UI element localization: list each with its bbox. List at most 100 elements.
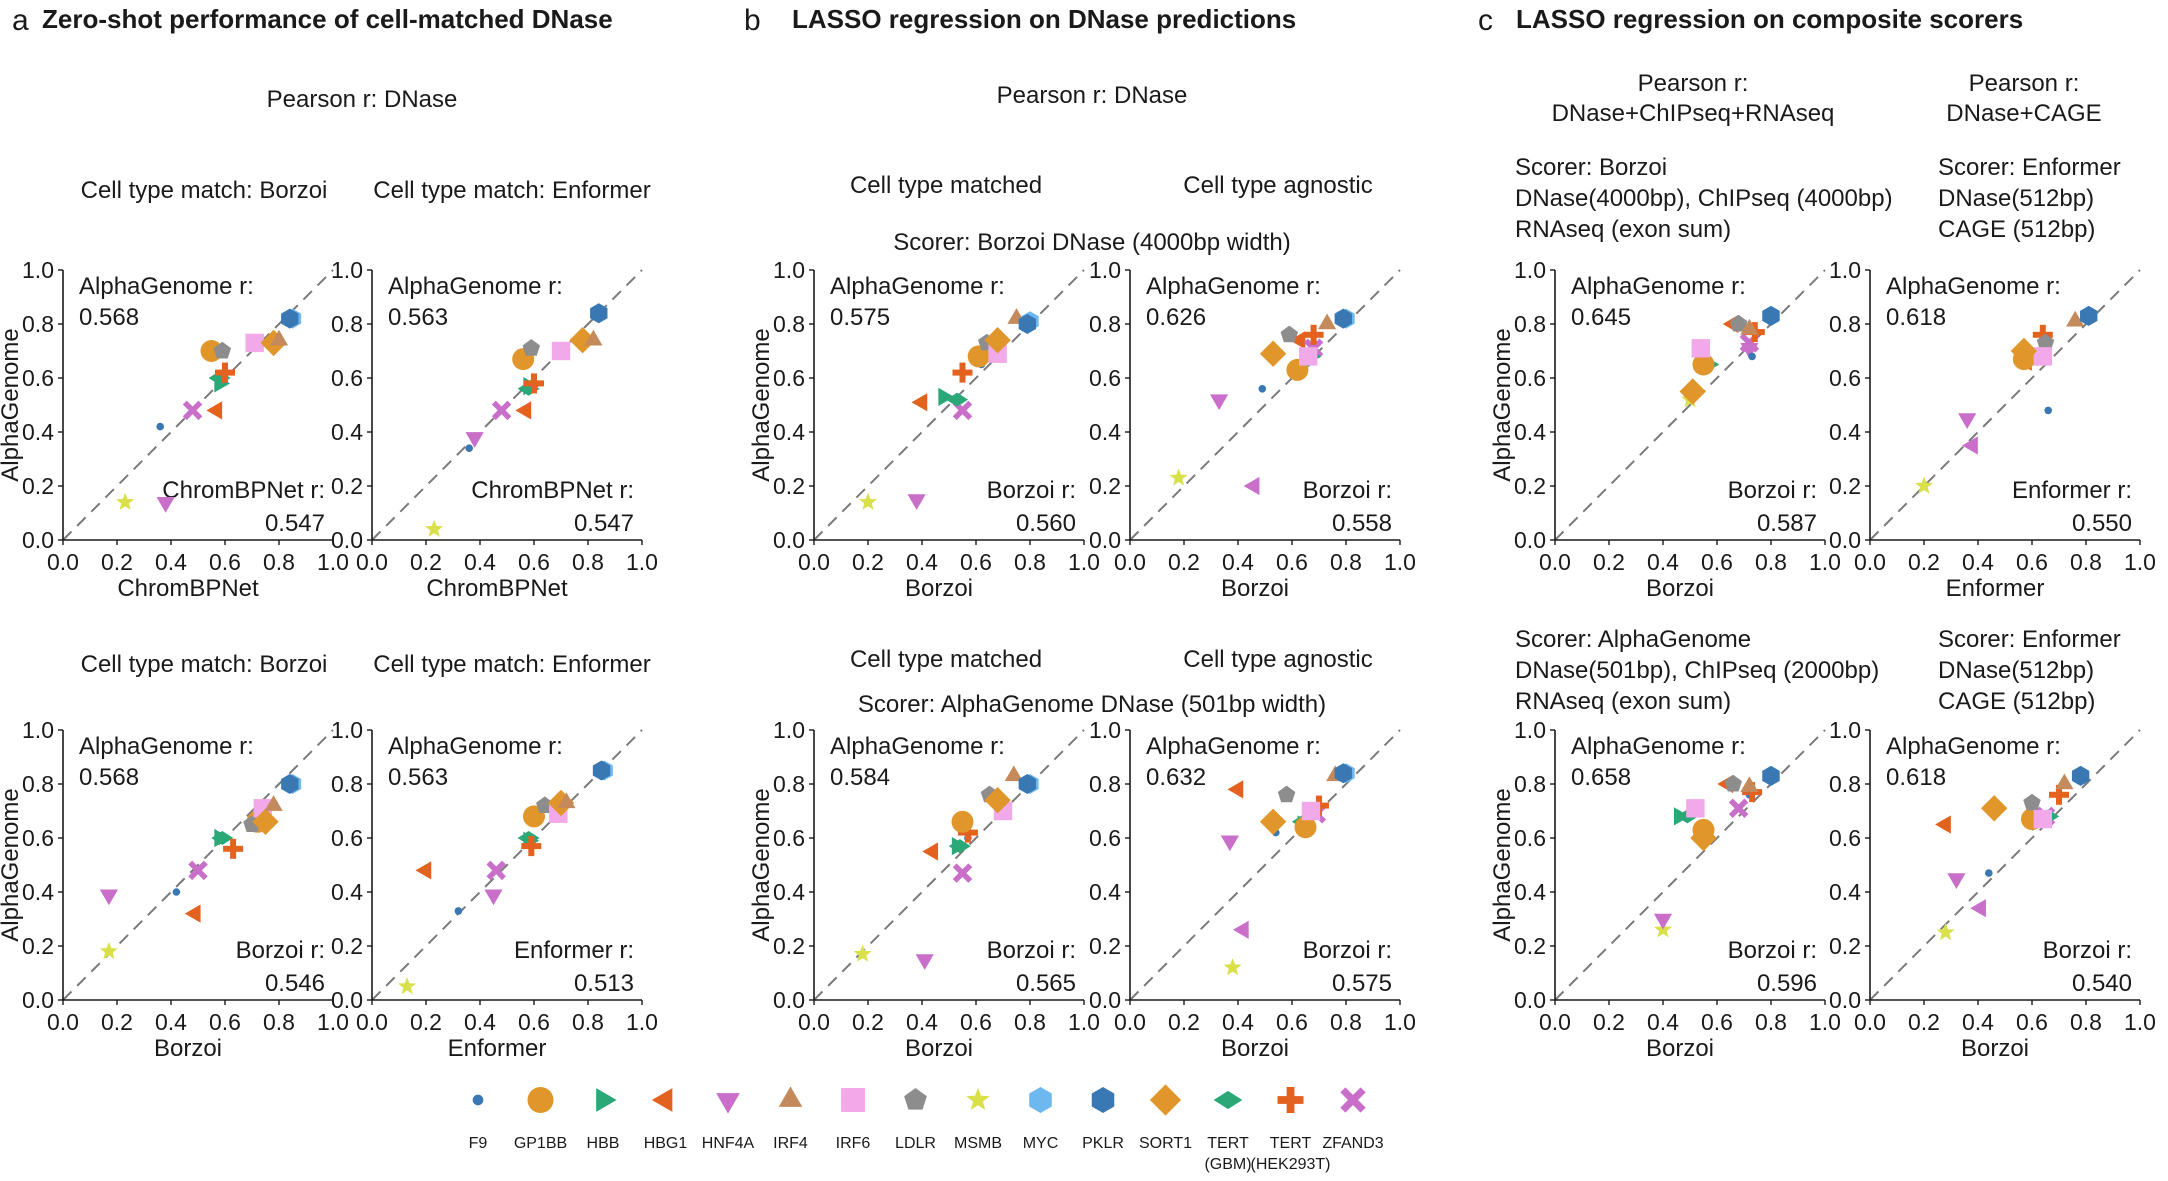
alphagenome-r-value: 0.575 xyxy=(830,304,890,331)
data-point-irf4 xyxy=(1740,776,1759,792)
y-tick-label: 0.2 xyxy=(1089,473,1121,499)
data-point-tert-hek xyxy=(1303,324,1324,345)
x-tick-label: 0.6 xyxy=(1701,549,1733,575)
y-tick-label: 0.2 xyxy=(331,933,363,959)
legend-label: HBB xyxy=(587,1135,620,1152)
legend-label: HBG1 xyxy=(644,1135,688,1152)
y-tick-label: 0.4 xyxy=(1829,879,1861,905)
baseline-r-label: Borzoi r: xyxy=(2043,937,2132,964)
x-tick-label: 0.0 xyxy=(356,1009,388,1035)
y-tick-label: 0.8 xyxy=(1829,771,1861,797)
data-point-tert-hek xyxy=(223,838,244,859)
x-tick-label: 0.6 xyxy=(209,549,241,575)
y-tick-label: 0.4 xyxy=(331,419,363,445)
x-axis-label: ChromBPNet xyxy=(426,575,568,602)
alphagenome-r-value: 0.618 xyxy=(1886,304,1946,331)
alphagenome-r-label: AlphaGenome r: xyxy=(830,273,1005,300)
data-point-tert-hek xyxy=(952,362,973,383)
y-tick-label: 0.4 xyxy=(1514,419,1546,445)
data-point-zfand3 xyxy=(1728,798,1749,819)
y-tick-label: 0.8 xyxy=(1829,311,1861,337)
data-point-extra-left-tri xyxy=(1243,476,1260,496)
data-point-irf6 xyxy=(1686,799,1705,818)
baseline-r-label: Enformer r: xyxy=(514,937,634,964)
legend-entry-irf4: IRF4 xyxy=(773,1086,808,1152)
data-point-hbg1 xyxy=(911,393,928,412)
y-tick-label: 0.6 xyxy=(773,365,805,391)
x-tick-label: 0.2 xyxy=(1908,549,1940,575)
header-a-bottom-right: Cell type match: Enformer xyxy=(373,651,650,678)
x-tick-label: 0.4 xyxy=(464,549,496,575)
y-axis-label: AlphaGenome xyxy=(0,328,24,481)
x-tick-label: 0.4 xyxy=(155,549,187,575)
data-point-irf4 xyxy=(584,329,603,346)
x-axis-label: Borzoi xyxy=(1646,575,1714,602)
x-tick-label: 0.0 xyxy=(798,1009,830,1035)
x-tick-label: 0.0 xyxy=(47,1009,79,1035)
y-tick-label: 0.2 xyxy=(331,473,363,499)
y-tick-label: 0.8 xyxy=(331,771,363,797)
y-tick-label: 0.6 xyxy=(22,825,54,851)
y-axis-label: AlphaGenome xyxy=(1489,788,1516,941)
data-point-pklr xyxy=(1018,314,1036,334)
data-point-gp1bb xyxy=(951,810,974,833)
x-tick-label: 0.6 xyxy=(2016,1009,2048,1035)
x-tick-label: 0.8 xyxy=(2070,549,2102,575)
diagonal-line xyxy=(1129,269,1401,541)
data-point-pklr xyxy=(2071,765,2090,786)
circle-marker-icon xyxy=(527,1087,554,1113)
x-marker-icon xyxy=(1340,1087,1366,1113)
x-tick-label: 1.0 xyxy=(1384,1009,1416,1035)
data-point-tert-hek xyxy=(524,373,544,394)
alphagenome-r-value: 0.563 xyxy=(388,764,448,791)
data-point-irf6 xyxy=(1299,347,1318,366)
legend-label: IRF6 xyxy=(836,1135,871,1152)
baseline-r-value: 0.546 xyxy=(265,970,325,997)
baseline-r-label: ChromBPNet r: xyxy=(471,477,634,504)
alphagenome-r-label: AlphaGenome r: xyxy=(1146,273,1321,300)
alphagenome-r-value: 0.568 xyxy=(79,304,139,331)
y-tick-label: 0.4 xyxy=(331,879,363,905)
x-tick-label: 0.4 xyxy=(1647,549,1679,575)
header-c-left-metric-1: Pearson r: xyxy=(1638,70,1749,97)
x-tick-label: 1.0 xyxy=(1809,1009,1841,1035)
y-tick-label: 0.4 xyxy=(1089,879,1121,905)
alphagenome-r-label: AlphaGenome r: xyxy=(1571,273,1746,300)
y-tick-label: 1.0 xyxy=(1514,257,1546,283)
x-axis-label: Borzoi xyxy=(154,1035,222,1062)
y-tick-label: 1.0 xyxy=(331,717,363,743)
alphagenome-r-value: 0.584 xyxy=(830,764,890,791)
legend-label: LDLR xyxy=(895,1135,936,1152)
y-tick-label: 0.6 xyxy=(331,825,363,851)
pentagon-marker-icon xyxy=(904,1088,927,1110)
data-point-msmb xyxy=(1223,958,1242,976)
y-tick-label: 0.0 xyxy=(22,527,54,553)
data-point-irf4 xyxy=(269,329,289,346)
data-point-f9 xyxy=(2044,406,2052,415)
y-tick-label: 0.6 xyxy=(331,365,363,391)
x-tick-label: 0.4 xyxy=(155,1009,187,1035)
x-axis-label: Enformer xyxy=(448,1035,547,1062)
y-tick-label: 1.0 xyxy=(1089,257,1121,283)
data-point-hnf4a xyxy=(907,494,926,510)
x-tick-label: 0.0 xyxy=(1854,1009,1886,1035)
x-tick-label: 0.6 xyxy=(1701,1009,1733,1035)
x-tick-label: 0.4 xyxy=(464,1009,496,1035)
x-axis-label: ChromBPNet xyxy=(117,575,259,602)
data-point-hnf4a xyxy=(915,954,934,970)
x-tick-label: 0.0 xyxy=(356,549,388,575)
data-point-hnf4a xyxy=(1220,835,1239,852)
data-point-ldlr xyxy=(1729,314,1748,332)
data-point-tert-hek xyxy=(1742,782,1763,803)
diagonal-line xyxy=(813,269,1085,541)
scatter-plot-a-top-right: 0.00.0 0.2 0.2 0.4 0.4 0.6 0.6 0.8 0.8 1.0 1.0 Chro… xyxy=(331,257,658,602)
data-point-msmb xyxy=(1914,476,1934,494)
data-point-extra-left-tri xyxy=(1232,920,1249,939)
data-point-pklr xyxy=(281,308,299,329)
y-tick-label: 0.8 xyxy=(773,311,805,337)
diagonal-line xyxy=(1869,729,2141,1001)
data-point-f9 xyxy=(156,422,164,431)
baseline-r-label: Borzoi r: xyxy=(1303,477,1392,504)
legend-entry-hnf4a: HNF4A xyxy=(702,1093,755,1152)
alphagenome-r-label: AlphaGenome r: xyxy=(388,273,563,300)
